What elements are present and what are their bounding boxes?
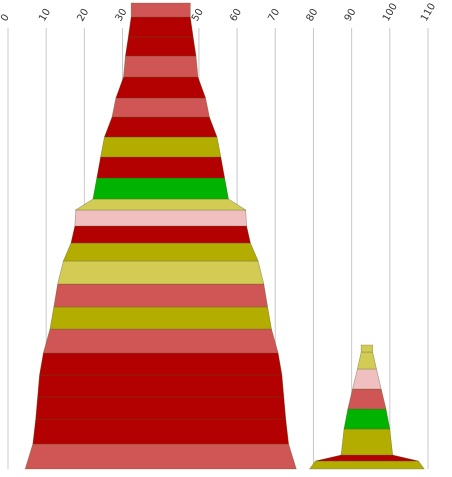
funnel-1-band-21 (125, 36, 197, 57)
funnel-1-band-7 (49, 306, 272, 330)
funnel-1-band-17 (103, 116, 218, 138)
x-tick-label-20: 20 (75, 7, 91, 24)
funnel-1-band-11 (70, 225, 251, 244)
funnel-2-band-1 (309, 460, 425, 470)
x-tick-label-60: 60 (228, 7, 244, 24)
funnel-1-band-8 (53, 283, 268, 308)
funnel-1-band-5 (39, 352, 283, 376)
funnel-1-band-4 (37, 374, 285, 398)
funnel-1-band-14 (92, 177, 229, 200)
funnel-1-band-6 (42, 328, 279, 354)
funnel-1-band-23 (130, 2, 191, 18)
funnel-1-band-19 (115, 76, 207, 99)
funnel-2-band-6 (352, 368, 382, 390)
funnel-1-band-1 (24, 443, 297, 470)
funnel-1-band-15 (96, 156, 226, 179)
funnel-2-band-4 (343, 408, 391, 430)
funnel-1-band-18 (111, 97, 210, 118)
x-tick-label-90: 90 (343, 7, 359, 24)
x-tick-labels: 0102030405060708090100110 (0, 1, 438, 23)
funnel-2-band-2 (315, 454, 419, 462)
funnel-1-band-13 (74, 198, 247, 211)
x-tick-label-110: 110 (419, 1, 438, 23)
funnel-2-band-8 (360, 344, 373, 353)
funnel-2-band-7 (356, 351, 377, 370)
x-tick-label-100: 100 (381, 1, 400, 23)
funnel-1-band-10 (62, 242, 259, 262)
funnel-1-band-22 (127, 16, 194, 38)
funnel-1-band-9 (57, 260, 265, 285)
funnel-1-band-2 (32, 418, 289, 445)
funnel-2-band-5 (347, 388, 387, 410)
x-tick-label-50: 50 (190, 7, 206, 24)
x-tick-label-30: 30 (114, 7, 130, 24)
x-tick-label-10: 10 (37, 7, 53, 24)
x-tick-label-70: 70 (266, 7, 282, 24)
x-tick-label-80: 80 (305, 7, 321, 24)
funnel-2-band-3 (340, 428, 394, 456)
funnel-bands (24, 2, 425, 470)
funnel-1-band-16 (100, 136, 222, 158)
x-tick-label-0: 0 (0, 12, 12, 23)
funnel-1-band-12 (74, 209, 247, 227)
funnel-1-band-3 (35, 396, 287, 420)
funnel-1-band-20 (123, 55, 199, 78)
